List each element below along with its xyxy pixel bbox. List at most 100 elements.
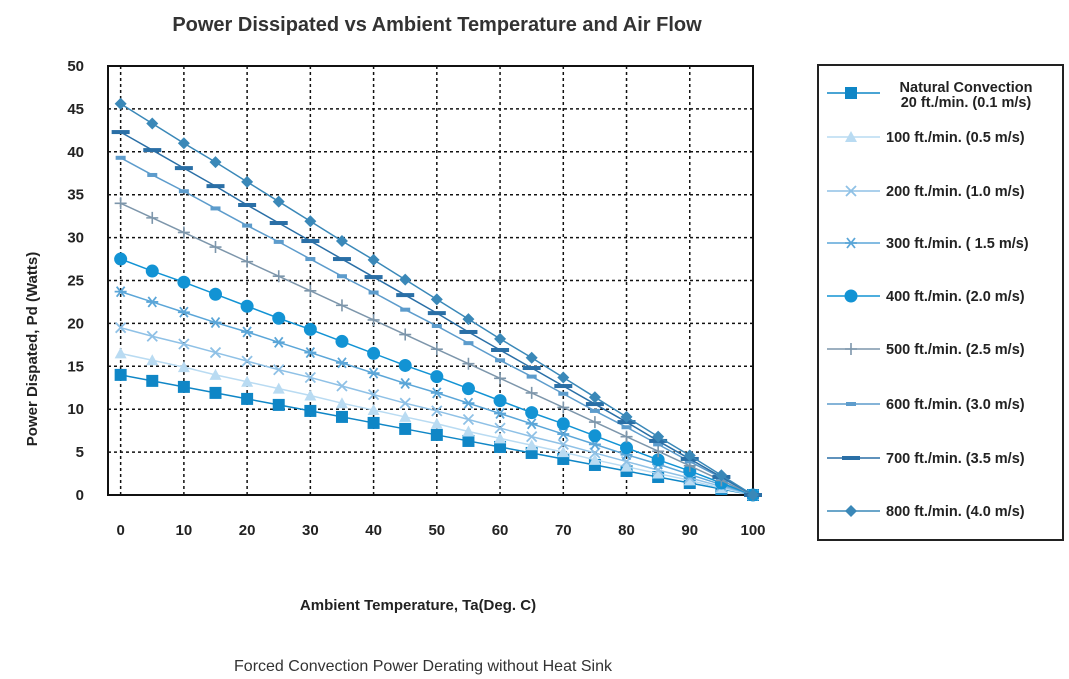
- data-point: [114, 347, 127, 359]
- data-point: [459, 329, 478, 334]
- data-point: [525, 439, 538, 451]
- data-point: [462, 425, 475, 437]
- data-point: [430, 343, 443, 356]
- chart-caption: Forced Convection Power Derating without…: [234, 658, 613, 675]
- data-point: [368, 290, 379, 295]
- data-point: [493, 394, 507, 408]
- x-axis-ticks: 0 10 20 30 40 50 60 70 80 90 100: [116, 522, 765, 539]
- data-point: [209, 346, 222, 359]
- legend-label: 200 ft./min. (1.0 m/s): [886, 184, 1025, 200]
- data-point: [845, 505, 857, 517]
- data-point: [652, 464, 664, 476]
- data-point: [335, 299, 348, 312]
- series-9: [114, 97, 759, 501]
- plot-area: [107, 65, 754, 496]
- data-point: [272, 270, 285, 283]
- data-point: [462, 313, 475, 326]
- x-tick-label: 70: [555, 522, 572, 539]
- legend: Natural Convection 20 ft./min. (0.1 m/s) 1…: [817, 64, 1064, 541]
- data-point: [462, 413, 475, 426]
- data-point: [210, 206, 221, 211]
- data-point: [427, 311, 446, 316]
- data-point: [114, 97, 127, 110]
- data-point: [620, 430, 633, 443]
- data-point: [115, 322, 127, 334]
- data-point: [400, 307, 411, 312]
- data-point: [844, 289, 858, 303]
- data-point: [209, 241, 222, 254]
- data-point: [209, 287, 222, 301]
- data-point: [146, 330, 158, 342]
- data-point: [558, 391, 569, 396]
- data-point: [431, 323, 442, 328]
- data-point: [399, 397, 411, 409]
- data-point: [367, 416, 380, 429]
- data-point: [651, 453, 665, 467]
- legend-label: Natural Convection 20 ft./min. (0.1 m/s): [900, 80, 1033, 111]
- x-axis-label: Ambient Temperature, Ta(Deg. C): [300, 597, 536, 614]
- data-point: [115, 155, 126, 160]
- data-point: [272, 311, 286, 325]
- data-point: [272, 195, 285, 208]
- data-point: [845, 237, 857, 249]
- data-point: [114, 286, 127, 298]
- data-point: [526, 374, 537, 379]
- data-point: [588, 429, 602, 443]
- data-point: [241, 175, 254, 188]
- data-point: [463, 341, 474, 346]
- data-point: [146, 374, 159, 387]
- data-point: [305, 257, 316, 262]
- chart-title: Power Dissipated vs Ambient Temperature …: [172, 14, 702, 36]
- y-axis-label: Power Dispated, Pd (Watts): [24, 252, 41, 446]
- data-point: [747, 489, 759, 501]
- y-tick-label: 20: [67, 315, 84, 332]
- data-point: [146, 117, 159, 130]
- series-2: [114, 347, 759, 500]
- data-point: [335, 334, 349, 348]
- data-point: [209, 316, 222, 329]
- legend-label: 100 ft./min. (0.5 m/s): [886, 130, 1025, 146]
- legend-item: 300 ft./min. ( 1.5 m/s): [827, 236, 1029, 252]
- data-point: [588, 391, 601, 404]
- legend-item: 200 ft./min. (1.0 m/s): [827, 184, 1025, 200]
- data-point: [178, 338, 190, 350]
- y-axis-ticks: 0 5 10 15 20 25 30 35 40 45 50: [67, 58, 84, 504]
- data-point: [494, 372, 507, 385]
- data-point: [242, 223, 253, 228]
- data-point: [367, 346, 381, 360]
- data-point: [399, 273, 412, 286]
- y-tick-label: 5: [76, 444, 84, 461]
- data-point: [367, 367, 380, 379]
- data-point: [304, 347, 317, 359]
- data-point: [525, 351, 538, 364]
- data-point: [114, 368, 127, 381]
- data-point: [304, 371, 316, 384]
- data-point: [146, 354, 159, 366]
- data-point: [177, 306, 190, 318]
- legend-item: 100 ft./min. (0.5 m/s): [827, 130, 1025, 146]
- data-point: [367, 404, 380, 416]
- data-point: [462, 397, 475, 409]
- data-point: [652, 430, 665, 443]
- data-point: [620, 441, 634, 455]
- data-point: [494, 432, 507, 444]
- data-point: [335, 235, 348, 248]
- series-group: [111, 97, 762, 502]
- data-point: [177, 361, 190, 373]
- data-point: [396, 293, 415, 298]
- y-tick-label: 35: [67, 187, 84, 204]
- data-point: [462, 434, 475, 447]
- data-point: [399, 410, 412, 422]
- data-point: [114, 197, 127, 210]
- data-point: [430, 370, 444, 384]
- data-point: [335, 357, 348, 369]
- data-point: [620, 410, 633, 423]
- data-point: [304, 215, 317, 228]
- data-point: [209, 156, 222, 169]
- data-point: [525, 418, 538, 430]
- data-point: [525, 406, 539, 420]
- data-point: [557, 428, 570, 440]
- data-point: [846, 402, 856, 406]
- data-point: [241, 255, 254, 268]
